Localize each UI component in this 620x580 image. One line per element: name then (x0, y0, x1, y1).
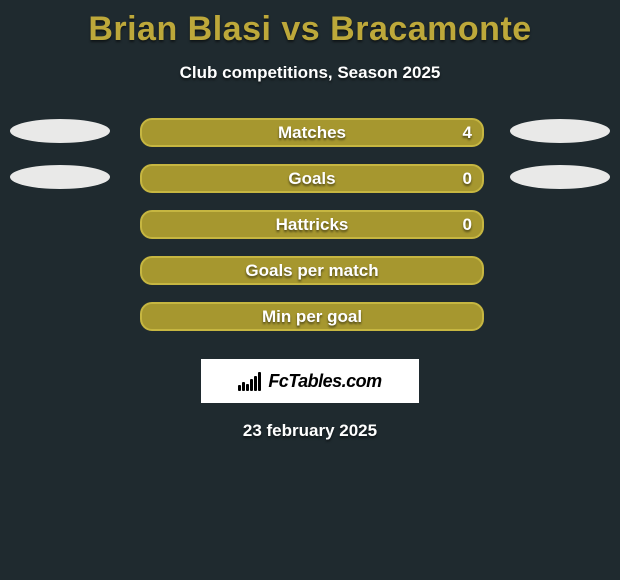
date-text: 23 february 2025 (0, 421, 620, 441)
stat-row-matches: Matches 4 (0, 117, 620, 163)
stat-row-min-per-goal: Min per goal (0, 301, 620, 347)
stat-label: Matches (278, 123, 346, 143)
stat-bar: Min per goal (140, 302, 484, 331)
stat-label: Goals per match (245, 261, 378, 281)
right-value-ellipse (510, 119, 610, 143)
logo-bars-icon (238, 371, 262, 391)
subtitle: Club competitions, Season 2025 (0, 63, 620, 83)
stat-bar: Hattricks 0 (140, 210, 484, 239)
stats-card: Brian Blasi vs Bracamonte Club competiti… (0, 0, 620, 580)
stat-rows: Matches 4 Goals 0 Hattricks 0 Goals per … (0, 117, 620, 347)
stat-row-goals-per-match: Goals per match (0, 255, 620, 301)
stat-label: Goals (288, 169, 335, 189)
brand-logo-box: FcTables.com (201, 359, 419, 403)
brand-text: FcTables.com (268, 371, 381, 392)
stat-bar: Goals 0 (140, 164, 484, 193)
stat-value-right: 4 (463, 123, 472, 143)
left-value-ellipse (10, 165, 110, 189)
stat-bar: Goals per match (140, 256, 484, 285)
right-value-ellipse (510, 165, 610, 189)
left-value-ellipse (10, 119, 110, 143)
stat-value-right: 0 (463, 215, 472, 235)
stat-row-goals: Goals 0 (0, 163, 620, 209)
page-title: Brian Blasi vs Bracamonte (0, 0, 620, 49)
stat-row-hattricks: Hattricks 0 (0, 209, 620, 255)
stat-label: Hattricks (276, 215, 349, 235)
stat-value-right: 0 (463, 169, 472, 189)
stat-label: Min per goal (262, 307, 362, 327)
stat-bar: Matches 4 (140, 118, 484, 147)
